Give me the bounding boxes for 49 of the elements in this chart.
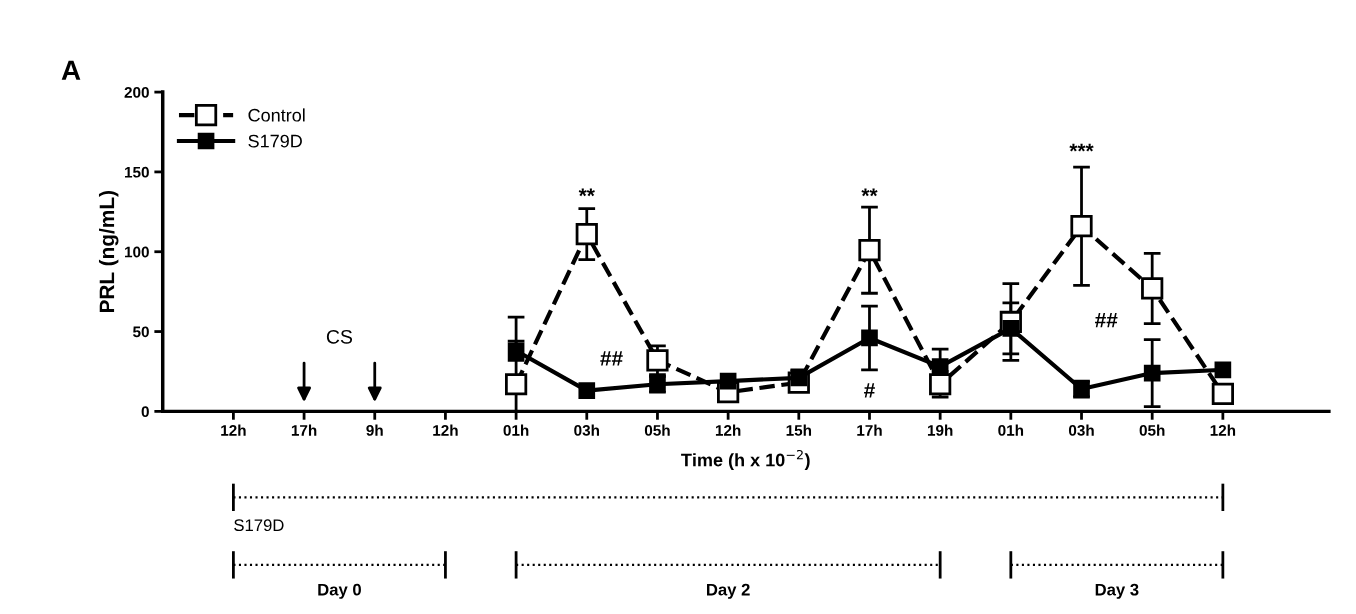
y-tick-label: 100 — [125, 246, 149, 258]
x-tick-label: 17h — [291, 424, 317, 436]
legend-label: S179D — [248, 134, 302, 148]
x-tick-label: 05h — [1139, 424, 1165, 436]
point — [719, 372, 737, 390]
point — [575, 223, 598, 246]
x-tick-label: 03h — [574, 424, 599, 436]
y-tick-label: 0 — [141, 406, 149, 418]
x-tick-label: 19h — [927, 424, 953, 436]
point — [931, 358, 949, 376]
annotation: ## — [600, 351, 623, 366]
annotation: ** — [861, 188, 878, 197]
x-tick-label: 01h — [503, 424, 529, 436]
x-tick-label: 15h — [786, 424, 812, 436]
text: Day 3 — [1095, 583, 1139, 599]
point — [1143, 364, 1161, 382]
point — [1141, 277, 1164, 300]
x-tick-label: 9h — [366, 424, 383, 436]
point — [646, 349, 669, 372]
annotation: ## — [1095, 313, 1118, 328]
point — [578, 382, 596, 399]
y-tick-label: 150 — [125, 166, 149, 178]
text: Day 0 — [318, 583, 361, 599]
annotation: # — [864, 383, 875, 398]
annotation: *** — [1069, 143, 1094, 152]
point — [858, 239, 881, 262]
point — [504, 373, 528, 396]
x-tick-label: 01h — [998, 424, 1024, 436]
point — [1070, 215, 1093, 238]
annotation: ** — [578, 188, 595, 197]
x-tick-label: 12h — [221, 424, 246, 436]
x-tick-label: 03h — [1068, 424, 1094, 436]
chart-title: A — [61, 60, 81, 80]
annotation: CS — [326, 329, 353, 344]
text: Day 2 — [707, 583, 750, 599]
x-tick-label: 12h — [715, 424, 741, 436]
y-axis-title: PRL (ng/mL) — [98, 191, 119, 313]
point — [1211, 382, 1234, 405]
x-tick-label: 05h — [644, 424, 670, 436]
legend-label: Control — [248, 108, 305, 122]
point — [1214, 361, 1232, 379]
point — [861, 329, 878, 347]
x-tick-label: 12h — [1210, 424, 1236, 436]
x-tick-label: 12h — [433, 424, 458, 436]
y-tick-label: 200 — [124, 86, 149, 98]
y-tick-label: 50 — [133, 326, 149, 338]
x-tick-label: 17h — [857, 424, 882, 436]
text: S179D — [234, 519, 284, 532]
x-axis-title: Time (h x 10$^{−2}$) — [681, 449, 810, 470]
